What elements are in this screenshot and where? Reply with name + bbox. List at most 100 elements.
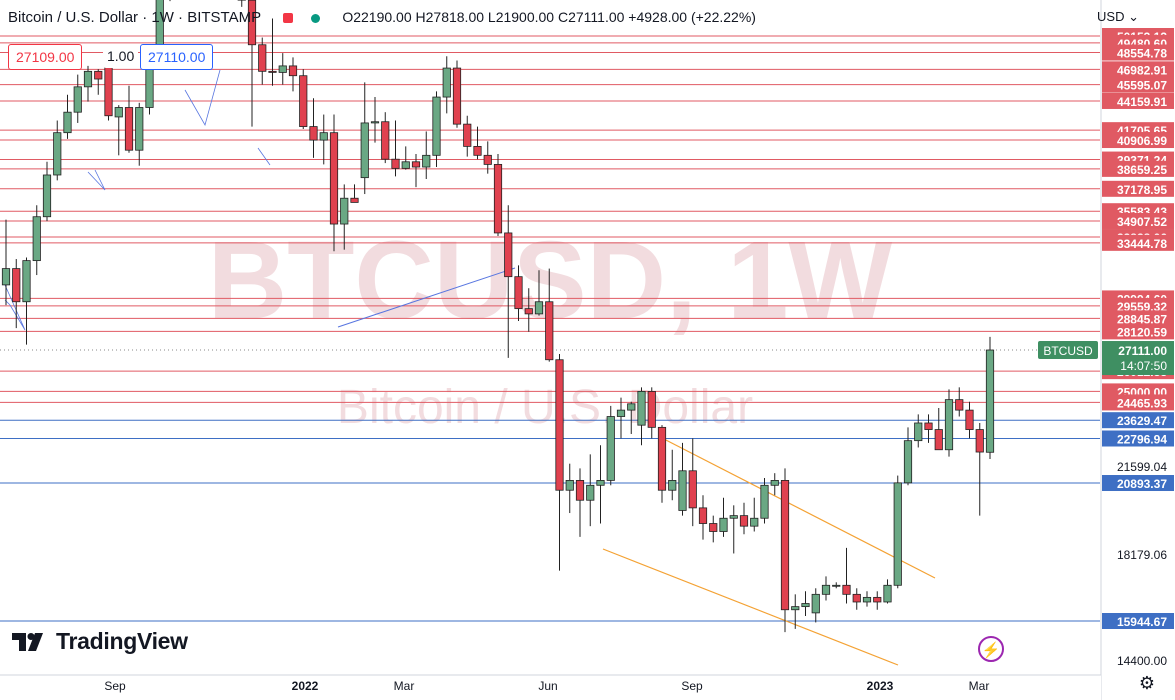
candle-body[interactable]	[821, 584, 831, 595]
candle-body[interactable]	[811, 593, 820, 614]
candle-body[interactable]	[422, 154, 431, 168]
candle-body[interactable]	[555, 359, 564, 491]
buy-button[interactable]: 27110.00	[140, 44, 214, 70]
candle-body[interactable]	[329, 132, 339, 225]
candle-body[interactable]	[268, 70, 277, 73]
candle-body[interactable]	[873, 596, 882, 603]
candle-body[interactable]	[104, 65, 113, 117]
candle-body[interactable]	[114, 107, 123, 118]
current-price-tag[interactable]	[1102, 341, 1174, 376]
trend-line[interactable]	[337, 267, 516, 328]
candle-body[interactable]	[483, 154, 492, 165]
candle-body[interactable]	[534, 301, 544, 315]
candle-body[interactable]	[586, 484, 595, 501]
candle-body[interactable]	[411, 161, 421, 168]
candle-body[interactable]	[319, 132, 328, 141]
symbol-title[interactable]: Bitcoin / U.S. Dollar · 1W · BITSTAMP	[8, 9, 261, 26]
candle-body[interactable]	[698, 507, 708, 524]
candle-body[interactable]	[32, 216, 41, 262]
settings-gear-icon[interactable]: ⚙	[1138, 673, 1155, 693]
symbol-tag[interactable]	[1038, 341, 1098, 360]
candle-body[interactable]	[350, 197, 359, 203]
candle-body[interactable]	[22, 260, 31, 303]
candle-body[interactable]	[63, 111, 72, 134]
channel-upper-line[interactable]	[659, 436, 936, 579]
pattern-drawing[interactable]	[87, 169, 106, 191]
candle-body[interactable]	[903, 440, 913, 484]
candle-body[interactable]	[924, 422, 933, 430]
candle-body[interactable]	[360, 122, 369, 179]
candle-body[interactable]	[791, 606, 800, 611]
candle-body[interactable]	[780, 480, 790, 611]
candle-body[interactable]	[575, 480, 585, 501]
candle-body[interactable]	[914, 422, 923, 442]
candle-body[interactable]	[493, 163, 503, 234]
candle-body[interactable]	[955, 399, 964, 411]
candle-body[interactable]	[729, 515, 738, 519]
candle-body[interactable]	[83, 70, 93, 88]
time-axis[interactable]	[0, 675, 1101, 700]
currency-selector[interactable]: USD ⌄	[1097, 9, 1139, 25]
candle-body[interactable]	[616, 409, 626, 417]
candle-body[interactable]	[391, 158, 400, 169]
candle-body[interactable]	[309, 126, 318, 141]
pattern-drawing[interactable]	[257, 147, 271, 166]
channel-lower-line[interactable]	[602, 548, 899, 666]
pattern-drawing[interactable]	[4, 284, 26, 331]
candle-body[interactable]	[124, 107, 134, 151]
candle-body[interactable]	[340, 197, 349, 225]
candle-body[interactable]	[463, 123, 472, 147]
candle-body[interactable]	[299, 75, 308, 127]
candle-body[interactable]	[565, 480, 574, 491]
candle-body[interactable]	[258, 44, 267, 72]
candle-body[interactable]	[606, 416, 615, 481]
candle-body[interactable]	[381, 121, 390, 160]
sell-button[interactable]: 27109.00	[8, 44, 83, 70]
candle-body[interactable]	[42, 174, 52, 218]
candle-body[interactable]	[288, 65, 298, 77]
candle-body[interactable]	[1, 268, 11, 286]
candle-body[interactable]	[678, 470, 687, 511]
candle-body[interactable]	[709, 523, 718, 532]
candle-body[interactable]	[647, 391, 656, 428]
candle-body[interactable]	[842, 584, 851, 595]
candle-body[interactable]	[934, 429, 943, 451]
tradingview-logo[interactable]: TradingView	[12, 627, 188, 655]
candle-body[interactable]	[524, 308, 533, 315]
candle-body[interactable]	[862, 596, 872, 603]
candle-body[interactable]	[73, 86, 82, 113]
candle-body[interactable]	[442, 67, 451, 98]
candle-body[interactable]	[657, 426, 667, 491]
candle-body[interactable]	[637, 391, 646, 426]
candle-body[interactable]	[975, 429, 984, 453]
candle-body[interactable]	[596, 480, 605, 486]
candle-body[interactable]	[801, 603, 810, 608]
candle-body[interactable]	[452, 67, 462, 125]
candle-body[interactable]	[514, 276, 523, 310]
candle-body[interactable]	[135, 107, 144, 151]
candle-body[interactable]	[401, 161, 410, 169]
candle-body[interactable]	[852, 593, 861, 603]
candle-body[interactable]	[770, 480, 779, 486]
candle-body[interactable]	[832, 584, 841, 587]
candle-body[interactable]	[545, 301, 554, 361]
candle-body[interactable]	[504, 232, 513, 278]
candle-body[interactable]	[668, 480, 677, 491]
candle-body[interactable]	[12, 268, 21, 303]
candle-body[interactable]	[688, 470, 697, 509]
candle-body[interactable]	[94, 70, 103, 80]
candle-body[interactable]	[760, 484, 769, 519]
pattern-drawing[interactable]	[184, 69, 221, 127]
candle-body[interactable]	[883, 584, 892, 603]
candle-body[interactable]	[627, 403, 636, 411]
candle-body[interactable]	[432, 96, 441, 156]
candle-body[interactable]	[893, 482, 902, 586]
flash-icon[interactable]: ⚡	[978, 636, 1004, 662]
alert-badge-icon[interactable]	[283, 13, 293, 24]
candle-body[interactable]	[53, 132, 62, 176]
candle-body[interactable]	[739, 515, 749, 527]
candle-body[interactable]	[247, 0, 257, 46]
candle-body[interactable]	[719, 517, 728, 532]
candle-body[interactable]	[944, 399, 954, 451]
